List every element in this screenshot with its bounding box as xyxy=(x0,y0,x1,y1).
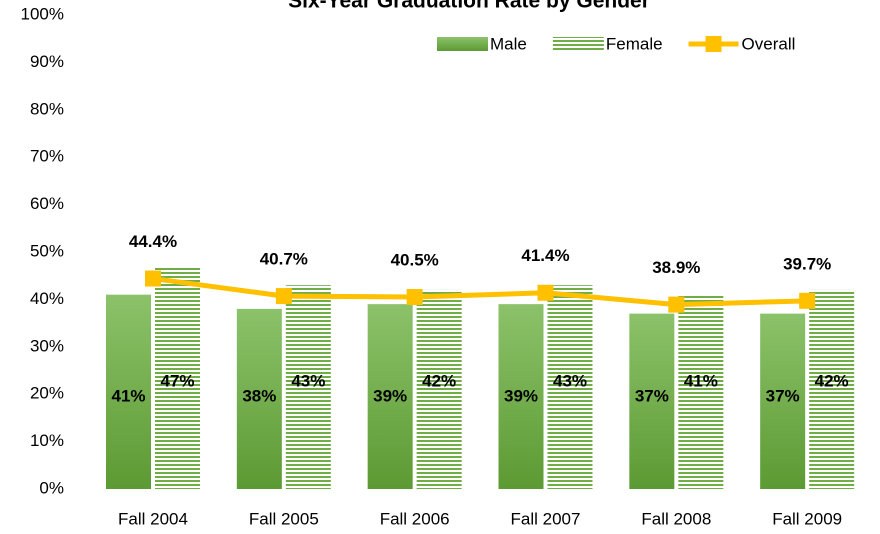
bar xyxy=(809,289,855,489)
chart-title: Six-Year Graduation Rate by Gender xyxy=(288,0,650,13)
y-tick-label: 50% xyxy=(30,241,64,260)
y-tick-label: 80% xyxy=(30,99,64,118)
data-label: 43% xyxy=(553,371,587,390)
data-label: 40.7% xyxy=(260,250,308,269)
marker xyxy=(668,296,685,313)
data-label: 42% xyxy=(422,371,456,390)
y-tick-label: 60% xyxy=(30,194,64,213)
data-label: 39.7% xyxy=(783,254,831,273)
data-label: 44.4% xyxy=(129,232,177,251)
y-tick-label: 90% xyxy=(30,52,64,71)
bar xyxy=(367,304,413,489)
bar xyxy=(106,294,151,489)
data-label: 39% xyxy=(504,386,538,405)
y-tick-label: 70% xyxy=(30,147,64,166)
bar xyxy=(498,304,544,489)
y-tick-label: 40% xyxy=(30,289,64,308)
data-label: 37% xyxy=(635,386,669,405)
x-tick-label: Fall 2006 xyxy=(380,509,450,528)
data-label: 42% xyxy=(815,371,849,390)
legend-marker xyxy=(705,36,722,52)
bar xyxy=(629,313,675,489)
y-tick-label: 0% xyxy=(39,478,64,497)
data-label: 39% xyxy=(373,386,407,405)
data-label: 38% xyxy=(242,386,276,405)
data-label: 47% xyxy=(160,371,194,390)
legend-swatch xyxy=(552,37,604,51)
y-tick-label: 10% xyxy=(30,431,64,450)
x-tick-label: Fall 2009 xyxy=(772,509,842,528)
data-label: 41% xyxy=(684,371,718,390)
x-tick-label: Fall 2005 xyxy=(249,509,319,528)
marker xyxy=(537,284,554,301)
bar xyxy=(285,285,331,489)
data-label: 40.5% xyxy=(391,251,439,270)
bar xyxy=(155,266,200,489)
legend-label: Male xyxy=(490,34,527,53)
x-tick-label: Fall 2004 xyxy=(118,509,188,528)
bar xyxy=(416,289,462,489)
legend-label: Female xyxy=(606,34,663,53)
legend-label: Overall xyxy=(742,34,796,53)
bar xyxy=(547,285,593,489)
data-label: 41.4% xyxy=(521,246,569,265)
x-tick-label: Fall 2007 xyxy=(511,509,581,528)
y-tick-label: 20% xyxy=(30,384,64,403)
data-label: 41% xyxy=(111,386,145,405)
marker xyxy=(799,292,816,309)
bar xyxy=(678,294,724,489)
line xyxy=(152,276,808,308)
data-label: 38.9% xyxy=(652,258,700,277)
y-tick-label: 100% xyxy=(21,4,64,23)
data-label: 37% xyxy=(766,386,800,405)
bar xyxy=(236,308,282,489)
marker xyxy=(275,288,292,305)
marker xyxy=(145,270,161,287)
legend-swatch xyxy=(437,37,488,51)
y-tick-label: 30% xyxy=(30,336,64,355)
x-tick-label: Fall 2008 xyxy=(641,509,711,528)
bar xyxy=(760,313,806,489)
marker xyxy=(406,289,423,306)
data-label: 43% xyxy=(291,371,325,390)
